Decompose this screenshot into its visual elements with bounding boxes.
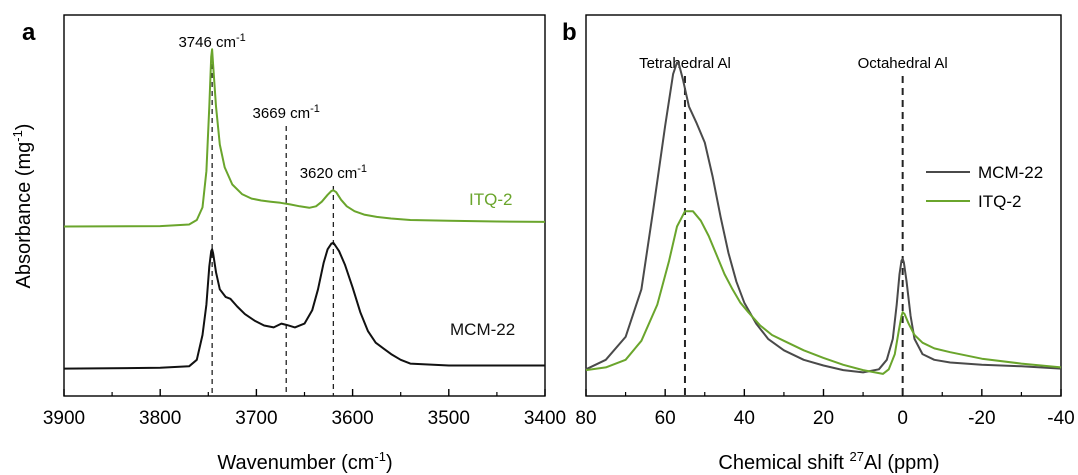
panel-a-x-tick-label: 3500 <box>428 408 470 429</box>
legend-label-mcm22: MCM-22 <box>978 163 1043 182</box>
panel-b-x-ticks: 80 60 40 20 0 -20 -40 <box>575 389 1075 429</box>
panel-a-annotation: 3746 cm-1 <box>178 32 245 51</box>
panel-a-annotation: 3620 cm-1 <box>300 163 367 182</box>
panel-b-x-tick-label: -20 <box>968 408 995 429</box>
panel-b-series <box>585 61 1062 375</box>
panel-a-x-tick-label: 3400 <box>524 408 566 429</box>
panel-a-x-tick-label: 3900 <box>43 408 85 429</box>
panel-b-series-itq2-line <box>585 210 1062 375</box>
series-label-itq2: ITQ-2 <box>469 190 512 209</box>
panel-a-x-axis-title: Wavenumber (cm-1) <box>217 449 392 474</box>
panel-a-annotation: 3669 cm-1 <box>253 103 320 122</box>
panel-a-letter: a <box>22 19 36 46</box>
panel-b-series-mcm22-line <box>585 61 1062 374</box>
panel-a-x-ticks: 3900 3800 3700 3600 3500 3400 <box>43 389 566 429</box>
panel-b-reference-lines: Tetrahedral Al Octahedral Al <box>639 55 948 396</box>
panel-b-x-tick-label: 80 <box>575 408 596 429</box>
panel-b-letter: b <box>562 19 577 46</box>
panel-a-series-itq2-line <box>63 48 546 228</box>
panel-b-x-axis-title: Chemical shift 27Al (ppm) <box>718 449 939 474</box>
panel-b-x-tick-label: 60 <box>655 408 676 429</box>
panel-b-x-tick-label: -40 <box>1047 408 1074 429</box>
panel-b-annotation: Octahedral Al <box>858 55 948 72</box>
panel-b: b 80 60 40 20 0 -20 -40 Tetrahedral Al Octahedr… <box>562 14 1075 474</box>
panel-a-x-tick-label: 3600 <box>331 408 373 429</box>
panel-a-x-tick-label: 3700 <box>235 408 277 429</box>
panel-b-annotation: Tetrahedral Al <box>639 55 731 72</box>
panel-b-x-tick-label: 40 <box>734 408 755 429</box>
panel-b-x-tick-label: 20 <box>813 408 834 429</box>
legend-label-itq2: ITQ-2 <box>978 192 1021 211</box>
panel-a-x-tick-label: 3800 <box>139 408 181 429</box>
panel-a-series <box>63 48 546 370</box>
panel-a-series-mcm22-line <box>63 241 545 370</box>
panel-b-legend: MCM-22 ITQ-2 <box>926 163 1043 211</box>
panel-a-reference-lines: 3746 cm-1 3669 cm-1 3620 cm-1 <box>178 32 367 396</box>
panel-b-x-tick-label: 0 <box>897 408 908 429</box>
series-label-mcm22: MCM-22 <box>450 320 515 339</box>
panel-a: a 3900 3800 3700 3600 3500 3400 3746 cm-1 3669… <box>10 14 566 474</box>
panel-a-y-axis-title: Absorbance (mg-1) <box>10 124 35 289</box>
